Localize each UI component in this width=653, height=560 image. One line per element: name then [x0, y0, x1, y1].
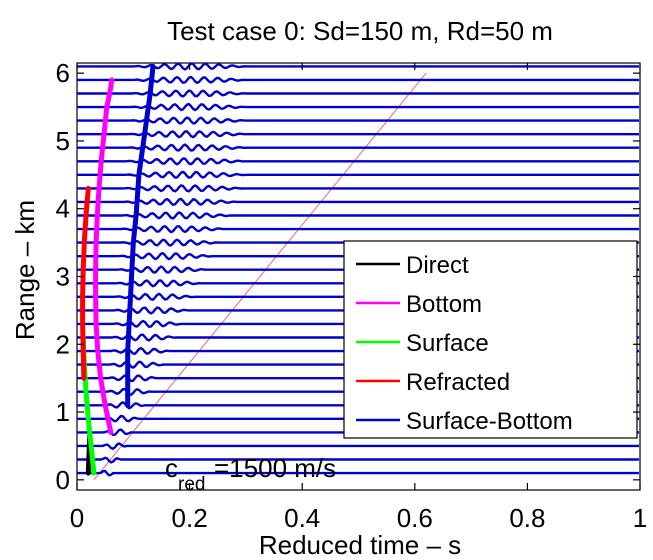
legend-label-direct: Direct	[406, 252, 469, 279]
y-tick-label: 3	[56, 262, 70, 292]
trace-line	[77, 224, 639, 234]
y-tick-label: 6	[56, 58, 70, 88]
reference-line	[93, 72, 427, 481]
series-refracted	[80, 185, 91, 381]
legend-label-refracted: Refracted	[406, 369, 510, 396]
trace-line	[77, 170, 639, 180]
y-tick-label: 0	[56, 465, 70, 495]
x-tick-label: 0.2	[172, 503, 208, 533]
trace-line	[77, 456, 639, 464]
trace-line	[77, 102, 639, 112]
y-tick-label: 5	[56, 126, 70, 156]
y-axis-title: Range – km	[10, 200, 40, 340]
trace-line	[77, 469, 639, 477]
series-group	[80, 63, 156, 476]
annotation-subscript: red	[178, 474, 205, 495]
trace-line	[77, 116, 639, 125]
series-surface-bottom	[125, 63, 156, 408]
legend-label-surface-bottom: Surface-Bottom	[406, 408, 573, 435]
trace-line	[77, 442, 639, 451]
trace-line	[77, 197, 639, 207]
legend-box	[343, 240, 638, 439]
x-tick-label: 0.8	[509, 503, 545, 533]
reduction-velocity-label: c red =1500 m/s	[165, 453, 336, 495]
y-tick-label: 4	[56, 194, 70, 224]
annotation-rest: =1500 m/s	[214, 453, 336, 483]
trace-line	[77, 157, 639, 166]
trace-line	[77, 211, 639, 220]
x-tick-label: 0	[70, 503, 84, 533]
x-axis-ticks: 0 0.2 0.4 0.6 0.8 1	[70, 63, 647, 533]
y-tick-label: 1	[56, 397, 70, 427]
y-tick-label: 2	[56, 329, 70, 359]
trace-line	[77, 143, 639, 152]
x-tick-label: 1	[633, 503, 647, 533]
legend-label-surface: Surface	[406, 330, 489, 357]
trace-line	[77, 130, 639, 139]
y-axis-ticks: 0 1 2 3 4 5 6	[56, 58, 640, 495]
x-axis-title: Reduced time – s	[259, 530, 461, 560]
reference-line-group	[93, 72, 427, 481]
series-bottom	[93, 77, 115, 435]
annotation-main: c	[165, 453, 178, 483]
trace-line	[77, 89, 639, 98]
legend: Direct Bottom Surface Refracted Surface-Bott…	[343, 240, 638, 439]
legend-label-bottom: Bottom	[406, 291, 482, 318]
trace-line	[77, 62, 639, 71]
trace-line	[77, 75, 639, 85]
trace-line	[77, 184, 639, 193]
chart-title: Test case 0: Sd=150 m, Rd=50 m	[167, 16, 553, 46]
x-tick-label: 0.4	[284, 503, 320, 533]
x-tick-label: 0.6	[397, 503, 433, 533]
